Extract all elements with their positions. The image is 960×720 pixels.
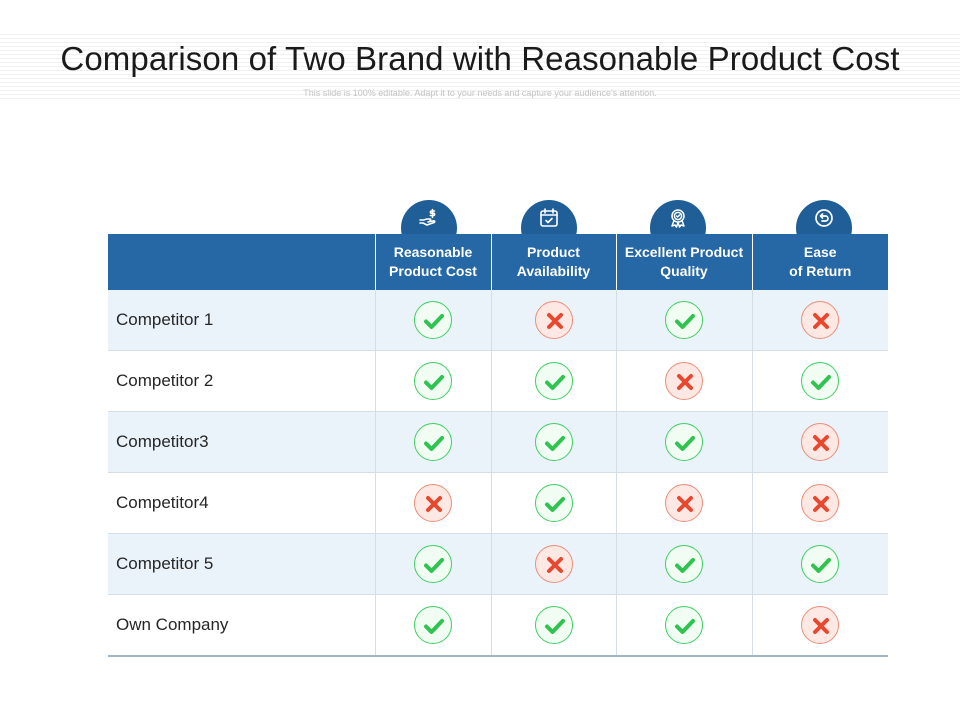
table-row: Competitor 5 (108, 533, 888, 595)
check-icon (675, 619, 695, 634)
table-cell (615, 533, 752, 595)
row-label: Competitor3 (108, 411, 375, 473)
check-mark (665, 606, 703, 644)
cross-icon (546, 557, 563, 573)
slide-title: Comparison of Two Brand with Reasonable … (60, 40, 900, 77)
column-header: Ease of Return (751, 234, 888, 290)
column-header: Excellent Product Quality (615, 234, 752, 290)
table-row: Competitor 2 (108, 350, 888, 412)
table-cell (615, 472, 752, 534)
check-mark (534, 484, 573, 522)
check-icon (675, 558, 695, 573)
table-cell (490, 594, 616, 657)
table-cell (374, 472, 491, 534)
check-icon (811, 558, 832, 573)
table-cell (615, 411, 752, 473)
check-mark (414, 362, 452, 400)
cross-mark (801, 423, 840, 461)
check-icon (424, 375, 444, 390)
cross-icon (546, 313, 563, 329)
check-mark (414, 545, 452, 583)
cross-icon (677, 496, 693, 512)
check-mark (534, 423, 573, 461)
check-mark (801, 545, 840, 583)
cross-icon (426, 496, 442, 512)
cross-mark (665, 362, 703, 400)
table-cell (751, 350, 888, 412)
title-band (0, 32, 960, 102)
cross-mark (534, 545, 573, 583)
cross-mark (665, 484, 703, 522)
table-cell (490, 472, 616, 534)
comparison-table: Reasonable Product Cost Product Availabi… (108, 234, 888, 657)
table-cell (751, 290, 888, 351)
check-mark (414, 606, 452, 644)
check-icon (544, 436, 565, 451)
row-label: Competitor 1 (108, 290, 375, 351)
table-cell (751, 411, 888, 473)
check-mark (665, 423, 703, 461)
table-cell (374, 594, 491, 657)
row-label: Own Company (108, 594, 375, 657)
header-row: Reasonable Product Cost Product Availabi… (108, 234, 888, 290)
check-mark (665, 301, 703, 339)
table-cell (490, 411, 616, 473)
check-icon (675, 314, 695, 329)
table-cell (490, 290, 616, 351)
table-cell (751, 533, 888, 595)
check-icon (544, 375, 565, 390)
row-label: Competitor4 (108, 472, 375, 534)
check-icon (811, 375, 832, 390)
check-icon (424, 558, 444, 573)
check-icon (544, 619, 565, 634)
cross-mark (801, 484, 840, 522)
check-mark (534, 362, 573, 400)
cross-mark (414, 484, 452, 522)
check-mark (801, 362, 840, 400)
table-cell (615, 290, 752, 351)
table-row: Own Company (108, 594, 888, 657)
table-row: Competitor3 (108, 411, 888, 473)
table-row: Competitor4 (108, 472, 888, 534)
row-label: Competitor 5 (108, 533, 375, 595)
cross-mark (801, 301, 840, 339)
cross-icon (813, 618, 830, 634)
cross-icon (813, 313, 830, 329)
check-icon (424, 436, 444, 451)
column-header: Product Availability (490, 234, 616, 290)
check-icon (424, 619, 444, 634)
table-cell (374, 533, 491, 595)
cross-icon (813, 496, 830, 512)
check-mark (414, 301, 452, 339)
table-row: Competitor 1 (108, 290, 888, 351)
table-cell (374, 290, 491, 351)
table-cell (374, 350, 491, 412)
check-icon (424, 314, 444, 329)
check-icon (544, 497, 565, 512)
cross-mark (801, 606, 840, 644)
check-icon (675, 436, 695, 451)
cross-icon (813, 435, 830, 451)
cross-icon (677, 374, 693, 390)
table-cell (751, 472, 888, 534)
row-label: Competitor 2 (108, 350, 375, 412)
table-cell (490, 533, 616, 595)
column-header: Reasonable Product Cost (374, 234, 491, 290)
cross-mark (534, 301, 573, 339)
check-mark (534, 606, 573, 644)
table-cell (615, 594, 752, 657)
slide-subtitle: This slide is 100% editable. Adapt it to… (303, 88, 657, 98)
table-cell (490, 350, 616, 412)
check-mark (665, 545, 703, 583)
table-cell (751, 594, 888, 657)
header-corner (108, 234, 375, 290)
table-cell (615, 350, 752, 412)
check-mark (414, 423, 452, 461)
table-cell (374, 411, 491, 473)
